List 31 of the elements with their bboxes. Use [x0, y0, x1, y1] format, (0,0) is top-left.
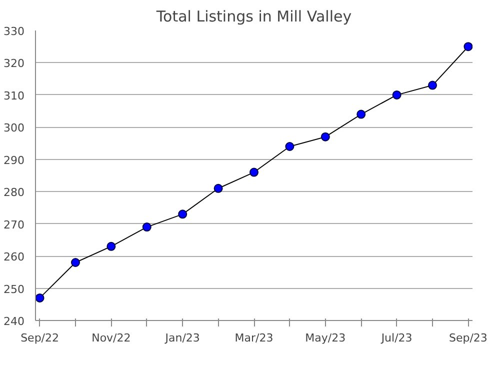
y-tick-label: 290 [4, 154, 25, 167]
point [70, 258, 80, 267]
point [36, 293, 44, 302]
y-tick-label: 300 [4, 122, 25, 135]
point [428, 80, 438, 90]
x-tick-label: Sep/23 [449, 332, 488, 344]
x-tick-label: Nov/22 [92, 332, 131, 344]
point [142, 222, 152, 232]
point [356, 110, 366, 119]
y-tick-label: 250 [4, 282, 25, 296]
x-tick-label: Sep/22 [20, 332, 60, 344]
point [178, 210, 188, 219]
chart-title: Total Listings in Mill Valley [155, 8, 352, 26]
y-tick-label: 320 [4, 57, 25, 70]
point [392, 90, 402, 100]
x-tick-label: May/23 [305, 332, 346, 344]
y-tick-label: 280 [4, 186, 25, 200]
point [464, 42, 472, 52]
y-tick-label: 260 [4, 250, 25, 264]
x-tick-label: Jan/23 [164, 332, 200, 344]
point [320, 132, 330, 142]
y-tick-label: 270 [4, 218, 25, 232]
y-tick-label: 240 [4, 315, 25, 328]
x-tick-label: Mar/23 [234, 332, 274, 344]
point [250, 168, 258, 177]
x-tick-label: Jul/23 [380, 332, 412, 344]
y-tick-label: 310 [4, 89, 25, 102]
point [285, 142, 294, 151]
point [106, 242, 116, 251]
y-tick-label: 330 [4, 25, 25, 38]
point [214, 184, 223, 193]
